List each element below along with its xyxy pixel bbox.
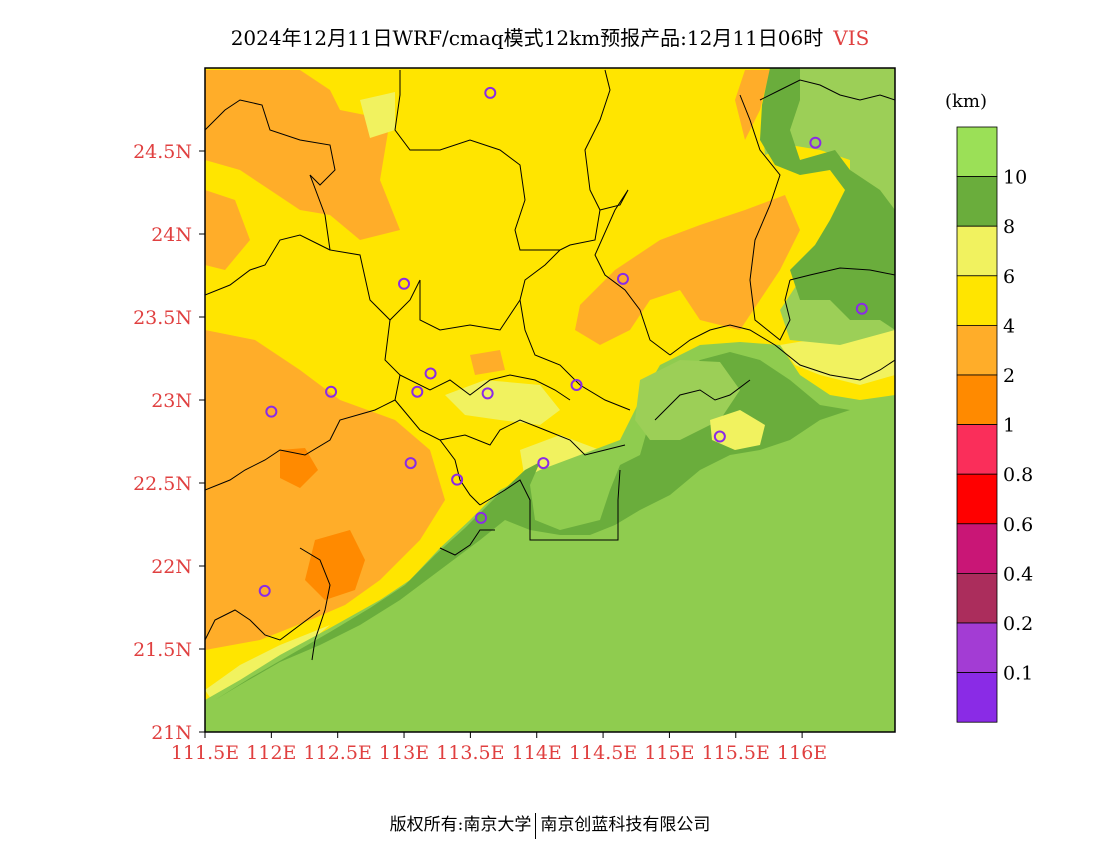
copyright-footer: 版权所有:南京大学 南京创蓝科技有限公司 (0, 810, 1100, 839)
station-marker (424, 367, 437, 380)
legend-label: 2 (1003, 365, 1015, 387)
dark-orange-patch-2 (280, 448, 318, 488)
legend-swatch (956, 672, 998, 723)
legend-unit: (km) (945, 91, 987, 112)
visibility-field (205, 68, 895, 732)
footer-right: 南京创蓝科技有限公司 (540, 815, 711, 835)
legend-label: 8 (1003, 216, 1015, 238)
legend-label: 1 (1003, 415, 1015, 437)
x-tick-label: 113E (379, 742, 429, 764)
station-marker (398, 277, 411, 290)
light-yellow-patch-east (780, 330, 895, 385)
legend-label: 0.6 (1003, 514, 1033, 536)
x-tick-label: 111.5E (171, 742, 239, 764)
dark-orange-patch-1 (305, 530, 365, 600)
y-tick-label: 22.5N (133, 473, 192, 495)
legend-swatch (956, 622, 998, 673)
station-marker (809, 136, 822, 149)
y-tick-label: 22N (151, 556, 192, 578)
station-marker (570, 379, 583, 392)
legend-swatch (956, 573, 998, 624)
legend-colorbar: 10 8 6 4 2 1 0.8 0.6 0.4 0.2 0.1 (956, 126, 1033, 723)
legend-swatch (956, 374, 998, 425)
legend-swatch (956, 176, 998, 227)
x-tick-label: 114.5E (569, 742, 637, 764)
station-marker (404, 457, 417, 470)
legend-swatch (956, 473, 998, 525)
orange-zone-northeast (735, 70, 770, 140)
station-marker (475, 511, 487, 524)
station-marker (411, 385, 424, 398)
x-tick-label: 114E (512, 742, 562, 764)
orange-zone-east (575, 195, 800, 345)
y-tick-label: 23N (151, 390, 192, 412)
x-tick-label: 113.5E (436, 742, 504, 764)
light-yellow-patch-north (360, 92, 395, 138)
y-tick-label: 21.5N (133, 639, 192, 661)
legend-label: 0.1 (1003, 663, 1033, 685)
legend-swatch (956, 225, 998, 277)
orange-zone-west (205, 330, 445, 650)
y-tick-label: 24.5N (133, 141, 192, 163)
boundary-lines (205, 69, 895, 661)
legend-label: 10 (1003, 167, 1027, 189)
station-marker (616, 272, 629, 285)
station-markers (258, 86, 868, 597)
legend-swatch (956, 324, 998, 376)
footer-left: 版权所有:南京大学 (389, 815, 532, 835)
y-axis: 21N 21.5N 22N 22.5N 23N 23.5N 24N 24.5N (133, 141, 205, 744)
light-yellow-patch-center (445, 380, 560, 425)
legend-label: 0.4 (1003, 563, 1033, 585)
y-tick-label: 24N (151, 224, 192, 246)
station-marker (484, 86, 497, 99)
x-tick-label: 112E (246, 742, 296, 764)
legend-swatch (956, 523, 998, 574)
x-tick-label: 116E (777, 742, 827, 764)
title-text: 2024年12月11日WRF/cmaq模式12km预报产品:12月11日06时 (230, 26, 824, 50)
y-tick-label: 21N (151, 722, 192, 744)
orange-zone-center (470, 350, 505, 375)
legend-swatch (956, 126, 998, 177)
x-tick-label: 115.5E (702, 742, 770, 764)
x-axis: 111.5E 112E 112.5E 113E 113.5E 114E 114.5E 115E… (171, 732, 827, 764)
legend-label: 0.2 (1003, 613, 1033, 635)
legend-swatch (956, 424, 998, 475)
x-tick-label: 112.5E (304, 742, 372, 764)
station-marker (451, 473, 464, 486)
station-marker (258, 584, 271, 597)
dense-green-band-northeast (760, 68, 895, 330)
legend-swatch (956, 275, 998, 326)
coastal-dense-band (215, 352, 850, 700)
station-marker (537, 457, 550, 470)
station-marker (265, 405, 278, 418)
orange-zone-north (205, 70, 400, 240)
station-marker (713, 430, 726, 443)
legend-label: 4 (1003, 315, 1015, 337)
chart-title: 2024年12月11日WRF/cmaq模式12km预报产品:12月11日06时 V… (0, 22, 1100, 51)
legend-label: 6 (1003, 266, 1015, 288)
station-marker (481, 387, 494, 400)
footer-separator (535, 812, 537, 839)
title-variable: VIS (833, 26, 870, 50)
station-marker (325, 385, 338, 398)
y-tick-label: 23.5N (133, 307, 192, 329)
x-tick-label: 115E (644, 742, 694, 764)
legend-label: 0.8 (1003, 464, 1033, 486)
orange-zone-northwest (205, 190, 250, 270)
station-marker (855, 302, 868, 315)
